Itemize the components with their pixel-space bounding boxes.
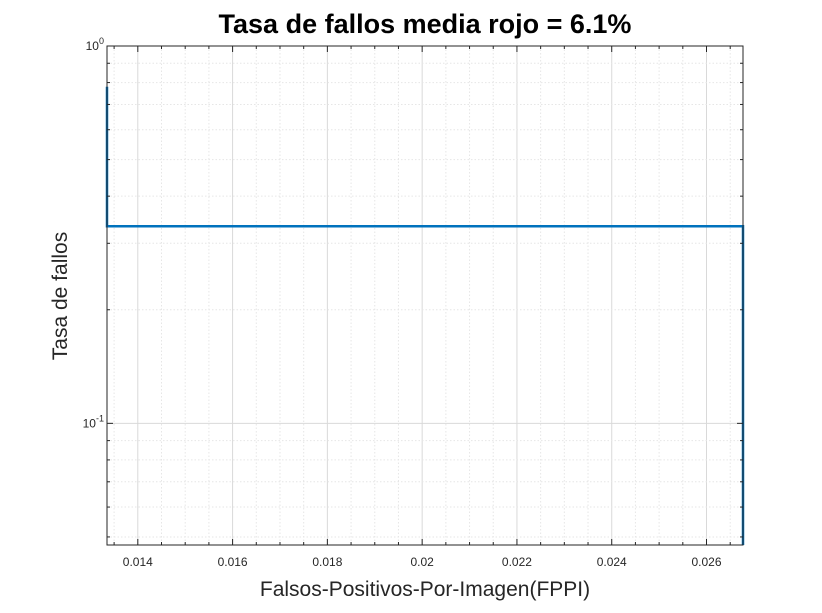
x-tick-label: 0.024 — [597, 555, 627, 569]
x-tick-label: 0.026 — [691, 555, 721, 569]
x-tick-label: 0.02 — [410, 555, 434, 569]
x-tick-labels: 0.014 0.016 0.018 0.02 0.022 0.024 0.026 — [123, 555, 722, 569]
plot-frame — [106, 45, 744, 546]
chart-title: Tasa de fallos media rojo = 6.1% — [219, 9, 632, 39]
y-tick-labels: 100 10-1 — [83, 36, 104, 430]
x-tick-label: 0.022 — [502, 555, 532, 569]
x-tick-label: 0.014 — [123, 555, 153, 569]
grid — [107, 45, 743, 545]
x-tick-label: 0.016 — [218, 555, 248, 569]
y-axis-label: Tasa de fallos — [49, 232, 72, 360]
y-tick-label: 100 — [86, 36, 104, 53]
x-tick-label: 0.018 — [312, 555, 342, 569]
x-axis-label: Falsos-Positivos-Por-Imagen(FPPI) — [260, 578, 590, 601]
y-tick-label: 10-1 — [83, 413, 104, 430]
tick-marks — [107, 45, 743, 545]
